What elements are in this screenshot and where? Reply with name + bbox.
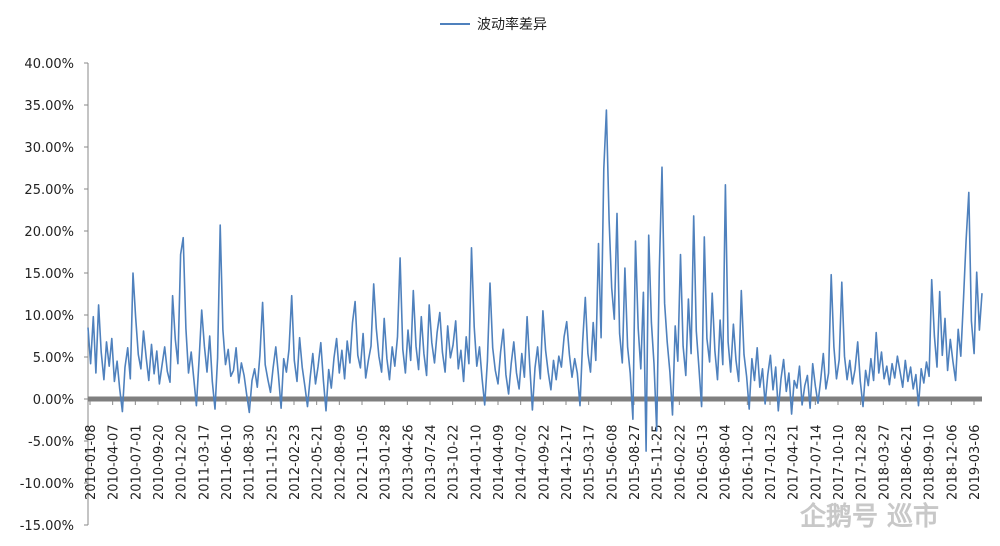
x-tick-label: 2015-08-27 [628, 424, 643, 500]
y-tick-label: -15.00% [20, 519, 74, 534]
y-tick-label: 20.00% [24, 225, 74, 240]
x-tick-label: 2010-07-01 [129, 424, 144, 500]
x-tick-label: 2019-03-06 [968, 424, 983, 500]
x-tick-label: 2018-09-10 [923, 424, 938, 500]
x-tick-label: 2016-02-22 [673, 424, 688, 500]
x-tick-label: 2017-01-23 [764, 424, 779, 500]
x-tick-label: 2012-11-05 [356, 424, 371, 500]
x-tick-label: 2014-09-22 [537, 424, 552, 500]
x-tick-label: 2014-01-10 [469, 424, 484, 500]
x-tick-label: 2010-09-20 [152, 424, 167, 500]
legend: 波动率差异 [440, 16, 547, 33]
x-tick-label: 2015-03-17 [583, 424, 598, 500]
x-axis: 2010-01-08 2010-04-07 2010-07-01 2010-09-20… [84, 396, 983, 500]
y-tick-label: 0.00% [33, 393, 74, 408]
x-tick-label: 2011-03-17 [197, 424, 212, 500]
y-tick-label: -5.00% [28, 435, 74, 450]
x-tick-label: 2013-01-28 [379, 424, 394, 500]
x-tick-label: 2014-12-17 [560, 424, 575, 500]
x-tick-label: 2011-06-10 [220, 424, 235, 500]
series-line [87, 109, 983, 452]
watermark: 企鹅号 巡市 [800, 501, 939, 532]
x-tick-label: 2018-12-06 [945, 424, 960, 500]
x-tick-label: 2015-11-25 [651, 424, 666, 500]
y-tick-label: 15.00% [24, 267, 74, 282]
x-tick-label: 2016-11-02 [741, 424, 756, 500]
x-tick-label: 2013-10-22 [447, 424, 462, 500]
y-tick-label: 5.00% [33, 351, 74, 366]
y-tick-label: 30.00% [24, 141, 74, 156]
x-tick-label: 2010-04-07 [107, 424, 122, 500]
x-tick-label: 2018-03-27 [877, 424, 892, 500]
x-tick-label: 2013-07-24 [424, 424, 439, 500]
x-tick-label: 2016-05-13 [696, 424, 711, 500]
watermark-text: 企鹅号 巡市 [800, 501, 939, 532]
x-tick-label: 2017-10-10 [832, 424, 847, 500]
plot-area [87, 109, 983, 452]
y-tick-label: 40.00% [24, 57, 74, 72]
x-tick-label: 2014-07-02 [515, 424, 530, 500]
legend-label: 波动率差异 [477, 16, 547, 33]
x-tick-label: 2012-08-09 [333, 424, 348, 500]
y-tick-label: 10.00% [24, 309, 74, 324]
y-axis: -15.00% -10.00% -5.00% 0.00% 5.00% 10.00% 15.0… [20, 57, 89, 534]
x-tick-label: 2013-04-26 [401, 424, 416, 500]
x-tick-label: 2012-02-23 [288, 424, 303, 500]
x-tick-label: 2010-12-20 [175, 424, 190, 500]
x-tick-label: 2016-08-04 [719, 424, 734, 500]
x-tick-label: 2012-05-21 [311, 424, 326, 500]
x-tick-label: 2015-06-08 [605, 424, 620, 500]
y-tick-label: -10.00% [20, 477, 74, 492]
x-tick-label: 2017-07-14 [809, 424, 824, 500]
y-tick-label: 25.00% [24, 183, 74, 198]
x-tick-label: 2011-11-25 [265, 424, 280, 500]
x-tick-label: 2017-04-21 [787, 424, 802, 500]
x-tick-label: 2017-12-28 [855, 424, 870, 500]
y-tick-label: 35.00% [24, 99, 74, 114]
x-tick-label: 2018-06-21 [900, 424, 915, 500]
x-tick-label: 2010-01-08 [84, 424, 99, 500]
x-tick-label: 2014-04-09 [492, 424, 507, 500]
x-tick-label: 2011-08-30 [243, 424, 258, 500]
